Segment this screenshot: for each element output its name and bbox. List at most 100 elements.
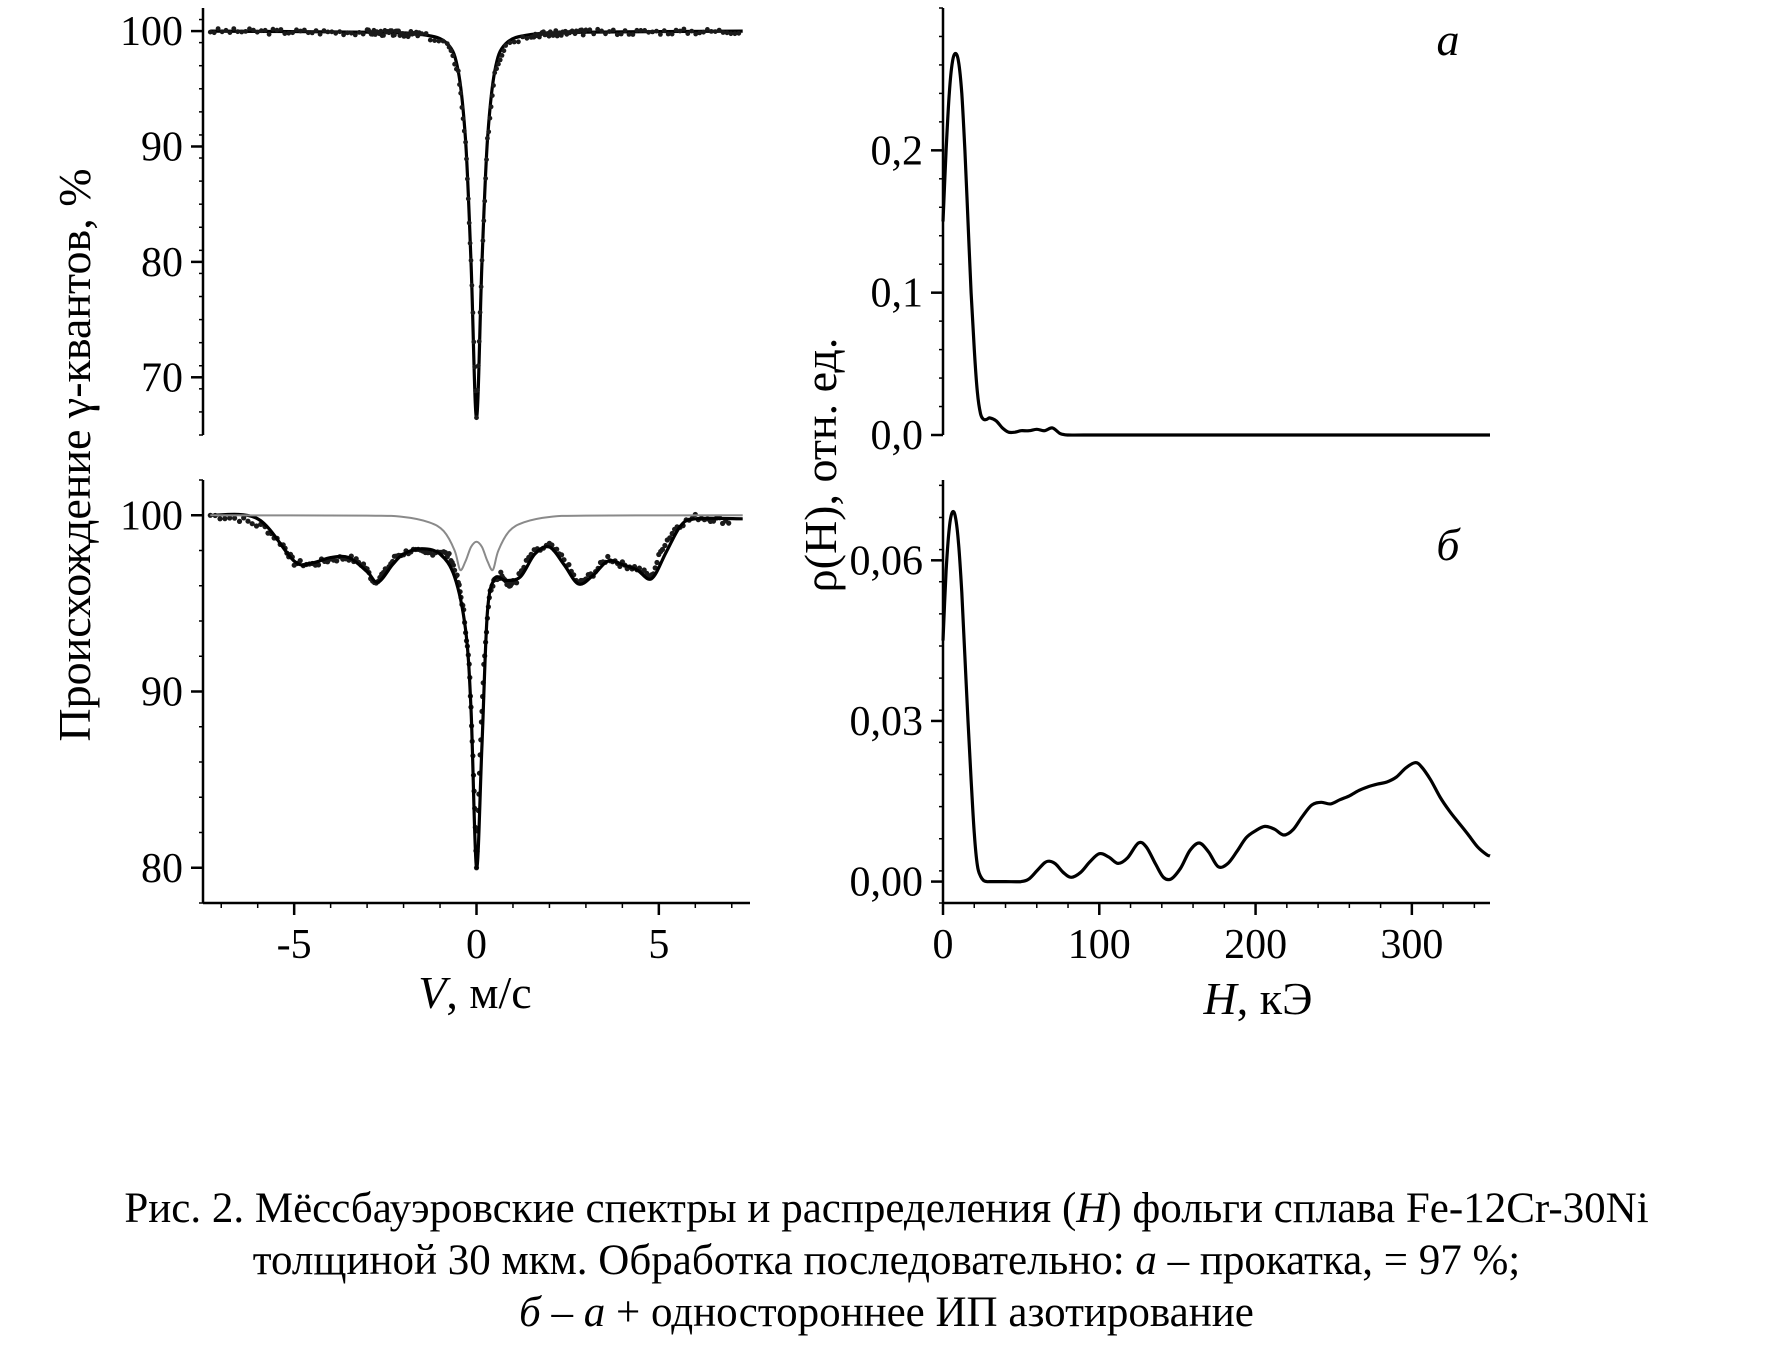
- data-point: [460, 116, 466, 122]
- data-point: [654, 28, 659, 34]
- x-axis-variable-right: H: [1203, 973, 1240, 1024]
- data-point: [610, 27, 616, 33]
- data-point: [638, 28, 644, 33]
- y-tick-label: 0,1: [871, 271, 924, 317]
- data-point: [516, 39, 521, 45]
- data-point: [481, 218, 487, 224]
- data-point: [236, 518, 243, 525]
- data-point: [482, 198, 488, 204]
- data-point: [294, 27, 299, 33]
- data-point: [239, 29, 245, 35]
- data-point: [381, 33, 386, 38]
- data-point: [622, 28, 628, 33]
- data-point: [587, 27, 593, 33]
- figure: 100 90 80 70 100 90 80 -5 0 5 0,0 0,1 0,2 0,00 0,03…: [49, 7, 1491, 1024]
- distribution-panel-b: 0,00 0,03 0,06 0 100 200 300: [850, 480, 1491, 968]
- x-axis-unit-right: , кЭ: [1237, 973, 1313, 1024]
- data-point: [249, 521, 255, 527]
- y-tick-label: 70: [141, 355, 183, 401]
- data-point: [222, 516, 228, 522]
- data-point: [469, 283, 475, 288]
- y-tick-label: 0,0: [871, 413, 924, 459]
- data-point: [732, 31, 738, 37]
- distribution-panel-a: 0,0 0,1 0,2: [871, 7, 1490, 459]
- data-point: [459, 105, 465, 110]
- data-point: [345, 30, 350, 36]
- series-line: [210, 512, 743, 870]
- data-point: [681, 26, 687, 32]
- data-point: [463, 139, 468, 145]
- data-point: [455, 68, 461, 74]
- panel-label-b: б: [1436, 519, 1461, 570]
- data-point: [605, 553, 611, 560]
- x-tick-label: 200: [1224, 922, 1287, 968]
- data-point: [701, 29, 706, 35]
- data-point: [496, 61, 501, 67]
- data-point: [227, 30, 233, 35]
- data-point: [251, 27, 256, 33]
- data-point: [642, 28, 648, 33]
- data-point: [297, 558, 303, 564]
- data-point: [470, 310, 476, 316]
- data-point: [465, 196, 471, 202]
- data-point: [712, 29, 718, 34]
- data-point: [440, 38, 446, 44]
- data-point: [274, 27, 280, 33]
- data-point: [334, 558, 340, 564]
- caption-text: + одностороннее ИП азотирование: [605, 1289, 1254, 1336]
- data-point: [254, 29, 260, 35]
- data-point: [603, 31, 608, 37]
- data-point: [450, 562, 456, 568]
- x-axis-unit-left: , м/с: [446, 967, 531, 1018]
- data-point: [728, 31, 734, 37]
- caption-variable: а: [1135, 1237, 1157, 1284]
- y-tick-label: 100: [120, 493, 183, 539]
- x-tick-label: 0: [933, 922, 954, 968]
- y-tick-label: 100: [120, 9, 183, 55]
- data-point: [524, 35, 530, 41]
- data-point: [235, 29, 241, 35]
- data-point: [465, 176, 470, 182]
- caption-text: –: [540, 1289, 584, 1336]
- data-point: [484, 157, 489, 163]
- data-point: [483, 176, 488, 181]
- data-point: [446, 44, 452, 50]
- spectrum-panel-b: 100 90 80 -5 0 5: [120, 479, 750, 968]
- data-point: [436, 38, 442, 44]
- data-point: [669, 31, 675, 37]
- data-point: [458, 90, 464, 96]
- data-point: [464, 156, 469, 162]
- data-point: [503, 43, 509, 48]
- data-point: [479, 257, 485, 263]
- data-point: [634, 27, 640, 33]
- data-point: [689, 28, 695, 34]
- data-point: [270, 26, 276, 32]
- data-point: [298, 28, 303, 34]
- caption-line-2: толщиной 30 мкм. Обработка последователь…: [0, 1235, 1773, 1287]
- data-point: [392, 32, 397, 38]
- data-point: [245, 518, 251, 524]
- spectrum-panel-a: 100 90 80 70: [120, 8, 743, 436]
- data-point: [708, 29, 714, 34]
- data-point: [511, 39, 517, 45]
- data-point: [485, 135, 490, 141]
- subspectrum-line: [210, 514, 743, 572]
- data-point: [457, 82, 462, 87]
- data-point: [321, 28, 327, 33]
- y-tick-label: 0,00: [850, 860, 924, 906]
- data-point: [475, 387, 480, 393]
- data-point: [337, 29, 343, 35]
- y-tick-label: 80: [141, 846, 183, 892]
- data-point: [736, 30, 742, 36]
- data-point: [329, 29, 335, 35]
- data-point: [217, 516, 223, 522]
- data-point: [492, 70, 498, 76]
- data-point: [697, 30, 702, 36]
- x-axis-variable-left: V: [418, 967, 451, 1018]
- data-point: [514, 580, 520, 586]
- x-tick-label: -5: [277, 922, 312, 968]
- data-point: [243, 29, 249, 34]
- data-point: [477, 310, 483, 315]
- caption-line-3: б – а + одностороннее ИП азотирование: [0, 1287, 1773, 1339]
- x-axis-title-left: V, м/с: [418, 967, 531, 1018]
